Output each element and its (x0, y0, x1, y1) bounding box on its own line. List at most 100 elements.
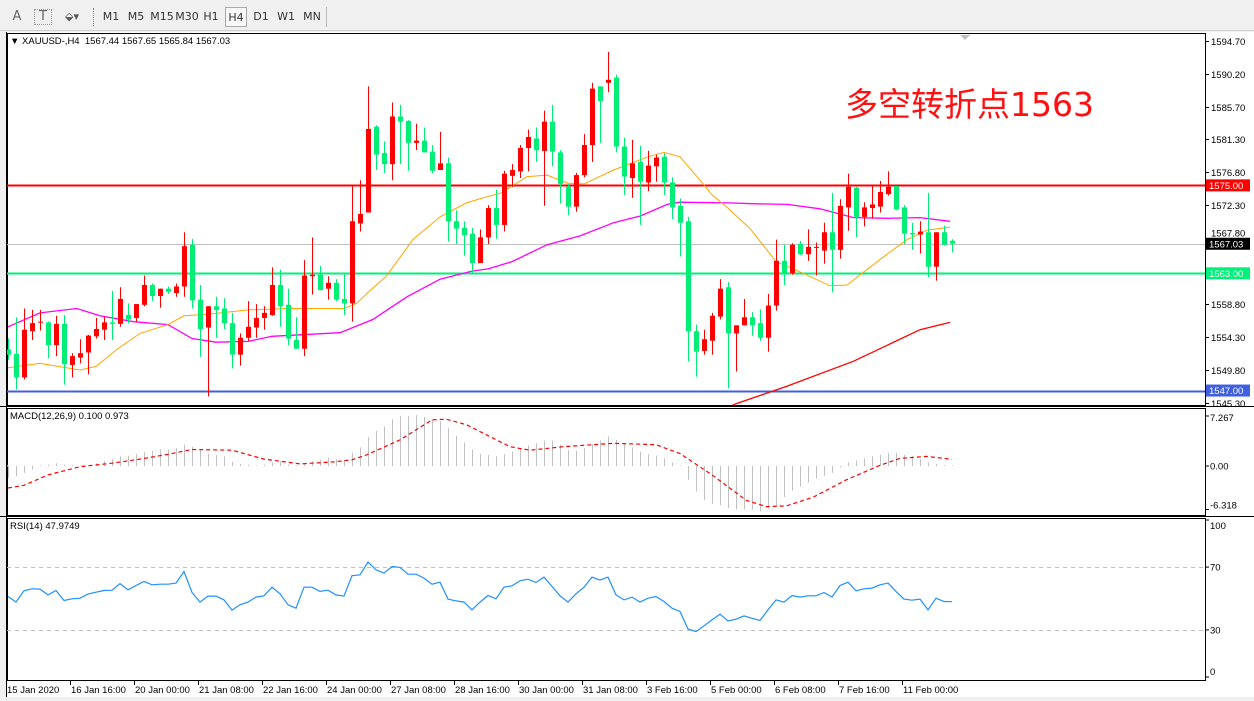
candle-bull (174, 286, 179, 294)
price-tick-label: 1558.80 (1211, 300, 1245, 311)
rsi-line (7, 561, 953, 633)
candle-bull (886, 186, 891, 195)
candle-bull (646, 165, 651, 183)
candle-bull (518, 147, 523, 172)
candle-bull (862, 207, 867, 217)
candle-bear (902, 207, 907, 234)
candle-bear (598, 86, 603, 102)
candle-bear (198, 299, 203, 329)
candle-bull (734, 325, 739, 334)
macd-tick-label: -6.318 (1210, 500, 1237, 511)
candle-bull (934, 232, 939, 267)
candle-bull (870, 204, 875, 209)
candle-bull (270, 285, 275, 316)
candle-bear (678, 205, 683, 223)
timeframe-m1-button[interactable]: M1 (102, 10, 120, 23)
candle-bull (790, 244, 795, 274)
macd-panel-frame (7, 408, 1206, 516)
price-tick-label: 1554.30 (1211, 333, 1245, 344)
timeframe-w1-button[interactable]: W1 (277, 10, 295, 23)
candle-bear (430, 151, 435, 171)
timeframe-m30-button[interactable]: M30 (175, 10, 199, 23)
price-tick-label: 1581.30 (1211, 135, 1245, 146)
time-tick-label: 24 Jan 00:00 (327, 685, 382, 696)
ma-fast-line (7, 151, 951, 371)
candle-bull (438, 163, 443, 170)
time-tick-label: 22 Jan 16:00 (263, 685, 318, 696)
arrows-tool-dropdown[interactable]: ⬙▾ (65, 10, 79, 23)
price-tick-label: 1594.70 (1211, 37, 1245, 48)
axes: 1594.70 1590.20 1585.70 1581.30 1576.80 1572.… (0, 37, 1254, 701)
candle-bear (558, 152, 563, 184)
time-tick-label: 5 Feb 00:00 (711, 685, 762, 696)
candle-bear (566, 186, 571, 207)
rsi-label: RSI(14) 47.9749 (10, 521, 80, 532)
collapse-triangle-icon[interactable]: ▼ (10, 36, 20, 47)
toolbar-separator (326, 7, 327, 27)
candle-bull (358, 213, 363, 224)
toolbar-grip[interactable] (93, 8, 96, 26)
candle-bull (302, 275, 307, 349)
candle-bear (750, 317, 755, 326)
candle-bull (606, 79, 611, 83)
candle-bull (246, 326, 251, 338)
price-tick-label: 1585.70 (1211, 103, 1245, 114)
status-strip (0, 697, 1254, 701)
candle-bear (286, 304, 291, 339)
candle-bull (262, 312, 267, 318)
timeframe-h1-button[interactable]: H1 (203, 10, 219, 23)
candle-bull (574, 175, 579, 207)
candle-bull (70, 356, 75, 365)
candle-bear (14, 353, 19, 378)
candle-bull (254, 317, 259, 328)
timeframe-m15-button[interactable]: M15 (150, 10, 174, 23)
candle-bear (222, 308, 227, 324)
text-tool-button[interactable]: A (12, 9, 22, 24)
candle-bull (86, 335, 91, 353)
candle-bull (502, 173, 507, 225)
candle-bear (910, 232, 915, 235)
candle-bull (918, 231, 923, 235)
candle-bull (654, 157, 659, 167)
price-tick-label: 1576.80 (1211, 168, 1245, 179)
timeframe-d1-button[interactable]: D1 (253, 10, 269, 23)
rsi-tick-label: 100 (1210, 521, 1226, 532)
candle-bull (806, 246, 811, 255)
timeframe-m5-button[interactable]: M5 (127, 10, 145, 23)
candle-bull (54, 323, 59, 346)
candle-bear (214, 306, 219, 310)
time-tick-label: 6 Feb 08:00 (775, 685, 826, 696)
candle-bear (758, 323, 763, 338)
text-label-tool-button[interactable]: T (34, 9, 52, 25)
candle-bear (126, 315, 131, 320)
candle-bull (478, 237, 483, 264)
price-tag-1575.00 (1206, 179, 1250, 192)
candle-bear (150, 285, 155, 297)
candle-bear (318, 274, 323, 291)
candle-bull (630, 163, 635, 179)
timeframe-h4-button[interactable]: H4 (225, 7, 247, 27)
price-tag-label: 1547.00 (1209, 386, 1243, 397)
price-tick-label: 1590.20 (1211, 70, 1245, 81)
timeframe-mn-button[interactable]: MN (303, 10, 321, 23)
macd-signal-line (7, 418, 953, 508)
candle-bull (542, 121, 547, 151)
price-tick-label: 1567.80 (1211, 228, 1245, 239)
macd-tick-label: 0.00 (1210, 462, 1229, 473)
candle-bull (158, 288, 163, 297)
time-tick-label: 28 Jan 16:00 (455, 685, 510, 696)
annotation-text: 多空转折点1563 (845, 85, 1094, 124)
candle-bear (46, 322, 51, 346)
candle-bull (582, 145, 587, 176)
time-tick-label: 15 Jan 2020 (7, 685, 59, 696)
candle-bull (766, 305, 771, 338)
candle-bull (142, 285, 147, 305)
candle-bull (878, 191, 883, 207)
candle-bear (398, 116, 403, 122)
time-tick-label: 16 Jan 16:00 (71, 685, 126, 696)
candle-bull (22, 329, 27, 378)
price-panel (7, 51, 1205, 405)
candle-bear (334, 282, 339, 300)
chart-header: ▼ XAUUSD-,H4 1567.44 1567.65 1565.84 156… (10, 36, 230, 47)
